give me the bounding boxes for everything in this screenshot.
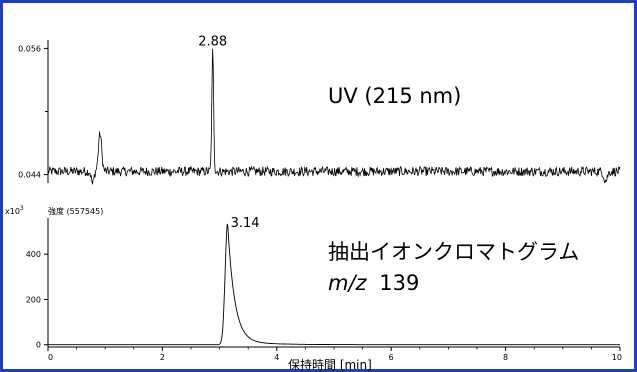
xic-panel: x103 強度 (557545) 0 200 400 0 2 4 6 8 10 3.14 抽出… <box>5 205 622 372</box>
uv-y-tick-label: 0.056 <box>18 44 41 53</box>
xic-intensity-title: 強度 (557545) <box>48 206 103 216</box>
xic-annotation-line1: 抽出イオンクロマトグラム <box>328 240 579 264</box>
uv-trace <box>47 48 621 186</box>
xic-annotation-line2: m/z 139 <box>328 271 419 295</box>
x-tick-label: 2 <box>160 353 165 362</box>
xic-mz-value: 139 <box>379 271 419 295</box>
xic-mz-label: m/z <box>328 271 368 295</box>
x-tick-label: 0 <box>48 353 53 362</box>
xic-y-tick-label: 400 <box>26 250 41 259</box>
uv-panel: 0.056 0.044 2.88 UV (215 nm) <box>18 35 621 186</box>
xic-peak-label: 3.14 <box>231 216 260 231</box>
xic-trace <box>48 223 620 346</box>
x-tick-label: 6 <box>389 353 394 362</box>
x-tick-label: 8 <box>503 353 508 362</box>
xic-multiplier: x103 <box>5 205 24 216</box>
uv-peak-label: 2.88 <box>198 35 227 50</box>
xic-y-tick-label: 0 <box>36 341 41 350</box>
uv-annotation: UV (215 nm) <box>328 84 461 108</box>
xic-multiplier-exp: 3 <box>20 205 24 212</box>
x-tick-label: 10 <box>612 353 622 362</box>
x-tick-label: 4 <box>274 353 279 362</box>
xic-multiplier-base: x10 <box>5 207 20 216</box>
uv-y-tick-label: 0.044 <box>18 171 41 180</box>
xic-y-tick-label: 200 <box>26 295 41 304</box>
x-axis-label: 保持時間 [min] <box>288 357 372 372</box>
